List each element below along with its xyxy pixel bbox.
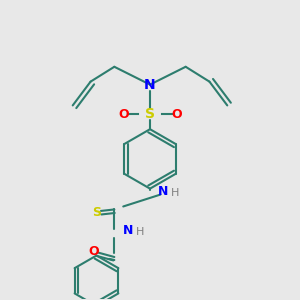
Text: H: H bbox=[171, 188, 179, 198]
Text: S: S bbox=[145, 107, 155, 121]
Text: N: N bbox=[144, 78, 156, 92]
Text: N: N bbox=[158, 185, 169, 198]
Text: N: N bbox=[122, 224, 133, 237]
Text: S: S bbox=[92, 206, 101, 219]
Text: O: O bbox=[118, 108, 129, 121]
Text: O: O bbox=[171, 108, 182, 121]
Text: H: H bbox=[135, 227, 144, 237]
Text: O: O bbox=[88, 244, 99, 258]
